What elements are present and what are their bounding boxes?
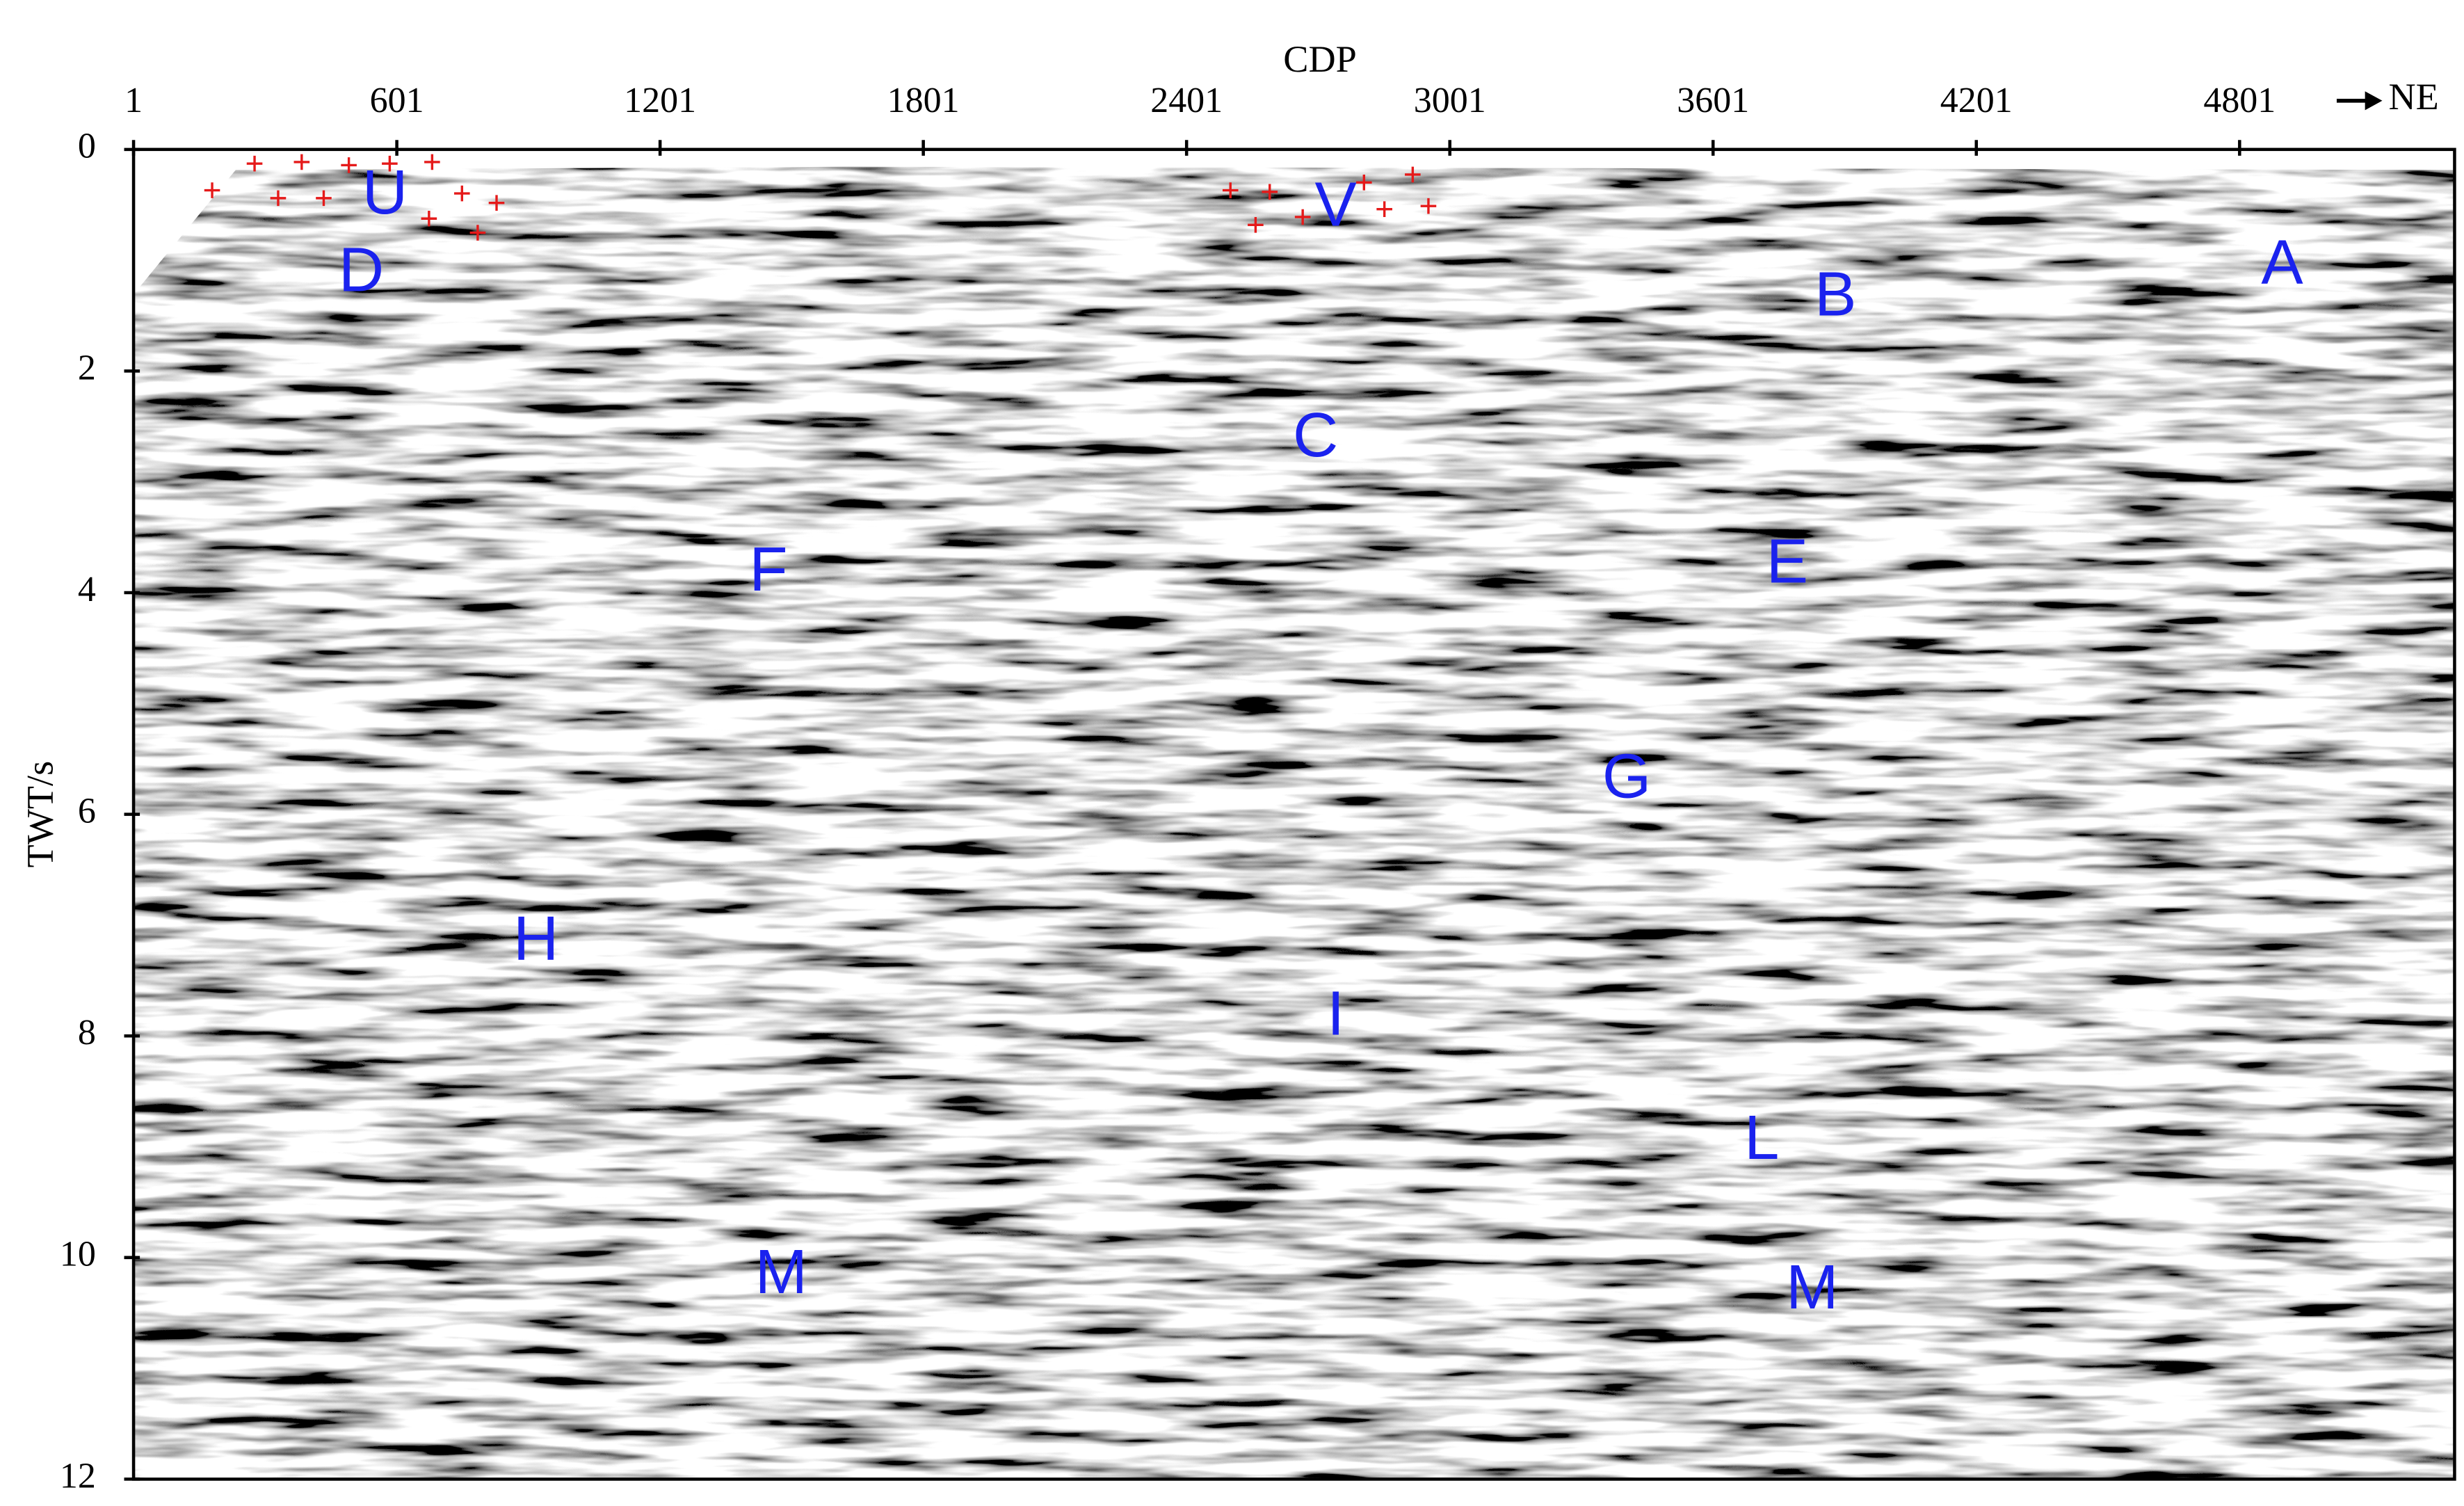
- red-cross-symbol: [1248, 216, 1264, 233]
- annotation-label: M: [1786, 1252, 1838, 1322]
- annotation-label: D: [339, 235, 384, 305]
- annotation-label: B: [1814, 259, 1856, 330]
- red-cross-symbol: [316, 190, 332, 207]
- y-tick-label: 6: [78, 792, 96, 831]
- y-tick-label: 0: [78, 127, 96, 166]
- red-cross-symbol: [341, 157, 357, 173]
- red-cross-symbol: [1376, 201, 1392, 217]
- red-cross-symbol: [270, 190, 287, 207]
- x-tick-label: 1: [124, 81, 143, 120]
- red-cross-symbol: [454, 185, 470, 202]
- x-tick-label: 3601: [1677, 81, 1749, 120]
- annotation-label: I: [1327, 979, 1344, 1049]
- y-tick-label: 10: [60, 1235, 96, 1274]
- red-cross-symbol: [469, 225, 486, 241]
- x-axis-title: CDP: [1283, 38, 1356, 80]
- red-cross-symbol: [1356, 174, 1372, 191]
- y-tick-label: 8: [78, 1013, 96, 1052]
- annotation-label: L: [1744, 1103, 1779, 1173]
- x-tick-label: 1201: [624, 81, 696, 120]
- annotation-label: H: [513, 903, 558, 973]
- red-cross-symbol: [424, 154, 440, 170]
- red-cross-symbol: [204, 182, 220, 198]
- annotation-label: A: [2261, 227, 2303, 298]
- y-tick-label: 12: [60, 1456, 96, 1496]
- x-tick-label: 601: [370, 81, 424, 120]
- x-tick-label: 1801: [887, 81, 960, 120]
- red-cross-symbol: [1222, 182, 1239, 198]
- annotation-label: C: [1293, 400, 1338, 470]
- direction-label: NE: [2389, 76, 2439, 118]
- y-tick-label: 4: [78, 570, 96, 609]
- x-tick-label: 3001: [1414, 81, 1486, 120]
- x-tick-label: 2401: [1150, 81, 1223, 120]
- direction-arrow-head: [2365, 91, 2383, 111]
- red-cross-symbol: [246, 155, 263, 172]
- red-cross-symbol: [1262, 184, 1278, 200]
- y-axis-title: TWT/s: [19, 761, 61, 868]
- red-cross-symbol: [1405, 166, 1421, 183]
- red-cross-symbol: [293, 154, 310, 170]
- seismic-image: [134, 149, 2455, 1480]
- y-tick-label: 2: [78, 348, 96, 387]
- x-tick-label: 4201: [1940, 81, 2013, 120]
- annotation-label: U: [362, 157, 408, 227]
- annotation-label: F: [749, 534, 787, 604]
- section-top-mask: [134, 149, 2455, 293]
- annotation-label: M: [755, 1237, 807, 1307]
- red-cross-symbol: [1420, 198, 1437, 214]
- red-cross-symbol: [382, 155, 398, 172]
- annotation-label: E: [1766, 527, 1808, 597]
- red-cross-symbol: [421, 210, 437, 227]
- red-cross-symbol: [1294, 209, 1311, 225]
- red-cross-symbol: [488, 195, 505, 211]
- annotation-label: V: [1315, 170, 1357, 240]
- annotation-label: G: [1602, 742, 1651, 812]
- x-tick-label: 4801: [2203, 81, 2276, 120]
